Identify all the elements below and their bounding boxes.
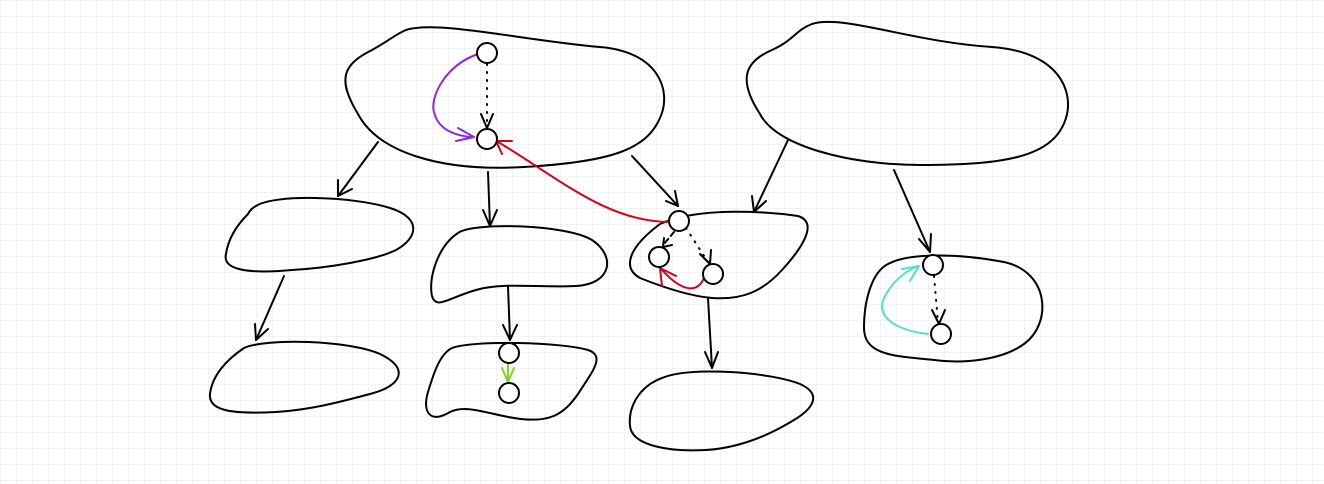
arrow-top-left-to-mid-center — [482, 171, 498, 227]
edge-n7-to-n6-teal — [881, 265, 929, 335]
node-n6 — [922, 254, 944, 276]
arrow-top-right-to-right-node — [893, 169, 932, 253]
arrow-mid-center-to-bottom-center — [502, 285, 518, 341]
bottom-right-blob — [628, 370, 815, 452]
bottom-center-blob — [425, 341, 598, 421]
node-n8 — [498, 342, 520, 364]
edge-n5-to-n4-red — [659, 267, 705, 290]
arrow-mid-right-to-bottom-right — [704, 297, 719, 369]
edge-n1-to-n2-purple — [432, 53, 479, 142]
node-n5 — [702, 263, 724, 285]
node-n4 — [648, 246, 670, 268]
node-n3 — [668, 210, 690, 232]
top-left-blob — [344, 26, 666, 169]
mid-center-blob — [430, 225, 609, 304]
edge-n8-to-n9-green — [501, 363, 515, 383]
arrow-top-right-to-mid-right — [751, 139, 789, 213]
arrow-top-left-to-mid-right — [631, 155, 679, 207]
bottom-left-blob — [208, 340, 400, 414]
node-n9 — [498, 382, 520, 404]
node-n2 — [476, 128, 498, 150]
top-right-blob — [745, 20, 1070, 166]
mid-right-blob — [629, 210, 809, 300]
mid-left-blob — [224, 197, 415, 273]
arrow-top-left-to-mid-left — [337, 141, 379, 197]
node-n7 — [930, 323, 952, 345]
node-n1 — [476, 42, 498, 64]
right-node-blob — [863, 254, 1044, 363]
arrow-mid-left-to-bottom-left — [254, 275, 285, 341]
